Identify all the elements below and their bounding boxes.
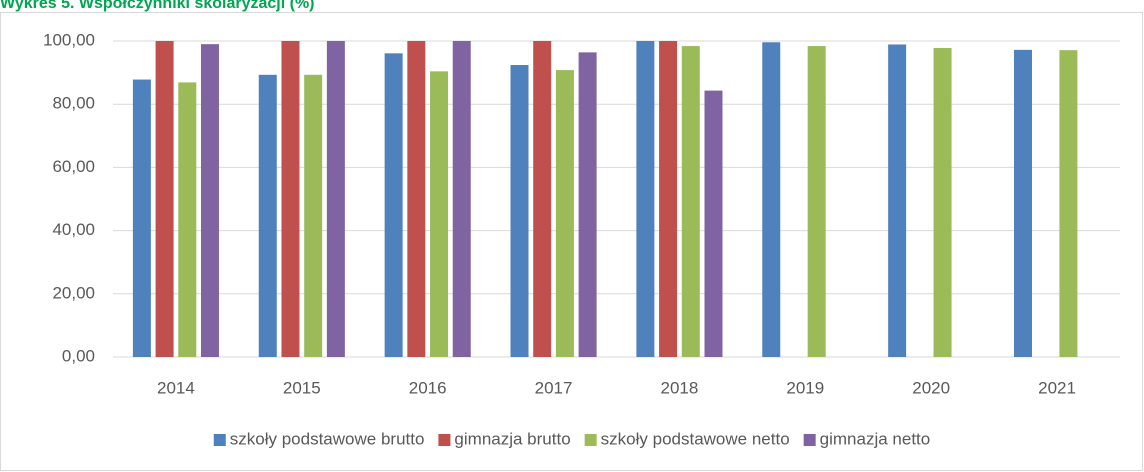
bar (155, 41, 174, 357)
bar (407, 41, 426, 357)
bar (681, 46, 700, 357)
bar (1014, 49, 1033, 358)
bar (304, 74, 323, 357)
y-tick-label: 100,00 (43, 30, 95, 49)
x-tick-label: 2017 (535, 378, 573, 397)
legend-label: gimnazja netto (820, 429, 931, 448)
bar (659, 41, 678, 357)
legend-swatch (803, 434, 816, 446)
y-tick-label: 40,00 (52, 220, 95, 239)
legend-swatch (438, 434, 451, 446)
x-tick-label: 2016 (409, 378, 447, 397)
legend-label: gimnazja brutto (454, 429, 570, 448)
legend-label: szkoły podstawowe netto (601, 429, 790, 448)
bar (1059, 50, 1078, 357)
bar (326, 41, 345, 357)
x-tick-label: 2015 (283, 378, 321, 397)
bar (807, 46, 826, 357)
bar (452, 41, 471, 357)
bar (888, 44, 907, 357)
bar (178, 82, 197, 357)
bar (200, 44, 219, 357)
bar (384, 53, 403, 357)
bar (636, 41, 655, 357)
x-tick-label: 2019 (786, 378, 824, 397)
x-tick-label: 2021 (1038, 378, 1076, 397)
bar (281, 41, 300, 357)
legend-label: szkoły podstawowe brutto (230, 429, 425, 448)
bar (704, 90, 723, 357)
bar (533, 41, 552, 357)
bar (510, 65, 529, 358)
bar (578, 52, 597, 357)
y-tick-label: 80,00 (52, 94, 95, 113)
bar (555, 70, 574, 358)
chart-title: Wykres 5. Współczynniki skolaryzacji (%) (0, 0, 315, 12)
bar (933, 47, 952, 358)
bar (430, 71, 449, 357)
y-tick-label: 0,00 (62, 346, 95, 365)
x-tick-label: 2014 (157, 378, 195, 397)
y-tick-label: 20,00 (52, 283, 95, 302)
y-tick-label: 60,00 (52, 157, 95, 176)
bar (132, 79, 151, 357)
legend-swatch (584, 434, 597, 446)
legend-swatch (213, 434, 226, 446)
x-tick-label: 2020 (912, 378, 950, 397)
x-tick-label: 2018 (661, 378, 699, 397)
bar (258, 74, 277, 357)
bar (762, 42, 781, 357)
